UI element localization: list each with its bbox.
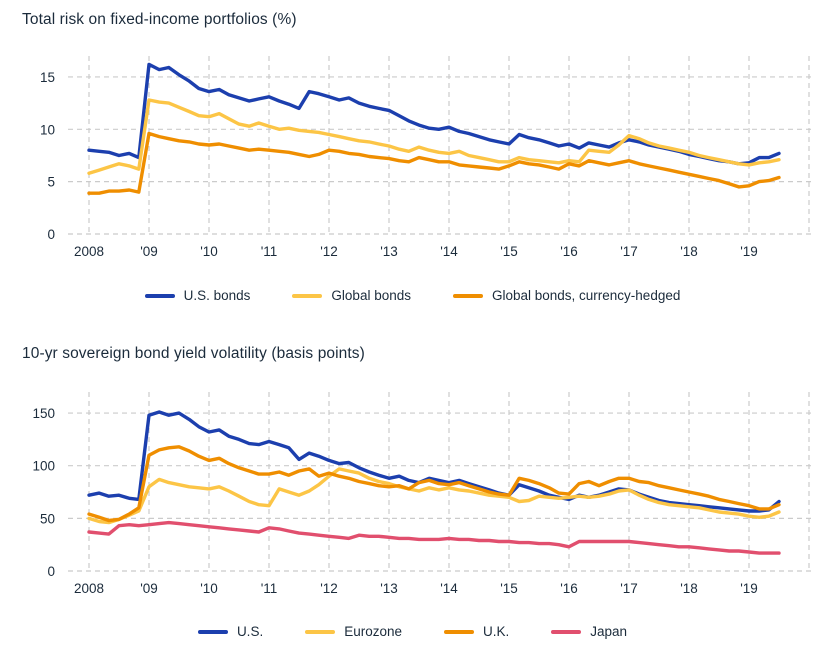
y-axis-tick-label: 5 (47, 175, 55, 190)
x-axis-tick-label: '12 (320, 244, 338, 259)
series-line-eurozone (87, 467, 781, 525)
legend-label: Global bonds (331, 288, 411, 303)
x-axis-tick-label: '17 (620, 581, 638, 596)
legend-item-japan: Japan (551, 624, 627, 639)
x-axis-tick-label: '16 (560, 244, 578, 259)
y-axis-tick-label: 15 (40, 70, 55, 85)
legend-item-eurozone: Eurozone (305, 624, 402, 639)
y-axis-tick-label: 100 (32, 459, 55, 474)
x-axis-tick-label: '09 (140, 244, 158, 259)
x-axis-tick-label: 2008 (74, 244, 104, 259)
x-axis-tick-label: '10 (200, 581, 218, 596)
line-swatch-icon (144, 293, 175, 298)
legend-item-global-bonds: Global bonds (292, 288, 411, 303)
chart-title-yield-volatility: 10-yr sovereign bond yield volatility (b… (22, 345, 365, 362)
yield-volatility-plot-area: 0 50 100 150 2008 '09 '10 '11 '12 '13 '14 '15 '16 '17… (0, 365, 825, 610)
x-axis-tick-label: 2008 (74, 581, 104, 596)
legend-label: Eurozone (344, 624, 402, 639)
yield-volatility-legend: U.S. Eurozone U.K. Japan (0, 624, 825, 639)
x-axis-tick-label: '17 (620, 244, 638, 259)
x-axis-tick-label: '10 (200, 244, 218, 259)
legend-label: U.S. (236, 624, 264, 639)
x-axis-tick-label: '14 (440, 244, 458, 259)
chart-svg: 0 5 10 15 2008 '09 '10 '11 '12 '13 '14 '15 '16 '17 '18… (40, 56, 815, 259)
line-swatch-icon (197, 629, 228, 634)
x-axis-tick-label: '16 (560, 581, 578, 596)
line-swatch-icon (292, 293, 323, 298)
x-axis-tick-label: '18 (680, 244, 698, 259)
x-axis-tick-label: '09 (140, 581, 158, 596)
legend-label: U.K. (483, 624, 510, 639)
legend-item-uk: U.K. (444, 624, 509, 639)
series-line-global-bonds-currency-hedged (87, 131, 781, 195)
series-line-global-bonds (87, 98, 781, 176)
chart-svg: 0 50 100 150 2008 '09 '10 '11 '12 '13 '14 '15 '16 '17… (32, 392, 815, 596)
legend-label: U.S. bonds (183, 288, 251, 303)
y-axis-tick-label: 0 (47, 227, 55, 242)
legend-item-us: U.S. (197, 624, 264, 639)
legend-label: Global bonds, currency-hedged (491, 288, 681, 303)
x-axis-tick-label: '15 (500, 581, 518, 596)
series-line-u-s (87, 410, 781, 513)
series-line-u-k (87, 445, 781, 523)
line-swatch-icon (452, 293, 483, 298)
x-axis-tick-label: '12 (320, 581, 338, 596)
legend-item-us-bonds: U.S. bonds (144, 288, 251, 303)
x-axis-tick-label: '15 (500, 244, 518, 259)
y-axis-tick-label: 50 (40, 511, 55, 526)
chart-title-total-risk: Total risk on fixed-income portfolios (%… (22, 11, 297, 28)
x-axis-tick-label: '13 (380, 581, 398, 596)
x-axis-tick-label: '13 (380, 244, 398, 259)
legend-item-global-bonds-hedged: Global bonds, currency-hedged (452, 288, 681, 303)
series-line-japan (87, 520, 781, 555)
x-axis-tick-label: '11 (261, 244, 278, 259)
line-swatch-icon (551, 629, 582, 634)
line-swatch-icon (444, 629, 474, 634)
x-axis-tick-label: '11 (261, 581, 278, 596)
x-axis-tick-label: '19 (740, 244, 758, 259)
x-axis-tick-label: '14 (440, 581, 458, 596)
line-swatch-icon (305, 629, 336, 634)
x-axis-tick-label: '18 (680, 581, 698, 596)
legend-label: Japan (590, 624, 628, 639)
y-axis-tick-label: 0 (47, 564, 55, 579)
total-risk-plot-area: 0 5 10 15 2008 '09 '10 '11 '12 '13 '14 '15 '16 '17 '18… (0, 30, 825, 270)
total-risk-legend: U.S. bonds Global bonds Global bonds, cu… (0, 288, 825, 303)
y-axis-tick-label: 150 (32, 406, 55, 421)
y-axis-tick-label: 10 (40, 122, 55, 137)
x-axis-tick-label: '19 (740, 581, 758, 596)
